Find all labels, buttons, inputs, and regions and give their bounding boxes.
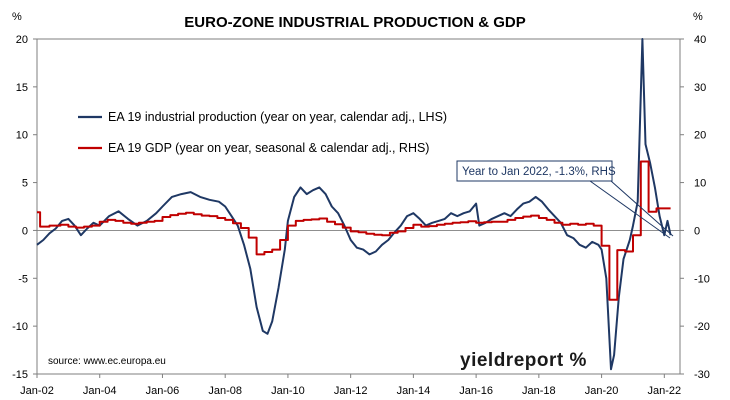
x-tick-label: Jan-20 bbox=[585, 385, 619, 397]
y-right-tick-label: 40 bbox=[694, 34, 706, 46]
plot-border bbox=[36, 38, 681, 375]
x-tick-label: Jan-14 bbox=[397, 385, 431, 397]
y-left-tick-label: 0 bbox=[22, 225, 28, 237]
x-tick-label: Jan-12 bbox=[334, 385, 368, 397]
source-note: source: www.ec.europa.eu bbox=[48, 356, 166, 367]
y-right-tick-label: -10 bbox=[694, 273, 710, 285]
x-tick-label: Jan-02 bbox=[20, 385, 54, 397]
y-left-ticks: -15 -10 -5 0 5 10 15 20 bbox=[12, 34, 37, 381]
x-tick-label: Jan-10 bbox=[271, 385, 305, 397]
annotation-leader-1 bbox=[610, 180, 674, 237]
annotation-box bbox=[456, 160, 613, 182]
y-right-tick-label: -30 bbox=[694, 369, 710, 381]
series-line-gdp bbox=[37, 160, 671, 301]
x-tick-label: Jan-18 bbox=[522, 385, 556, 397]
y-left-tick-label: -15 bbox=[12, 369, 28, 381]
y-right-ticks: -30 -20 -10 0 10 20 30 40 bbox=[680, 34, 710, 381]
x-tick-label: Jan-08 bbox=[208, 385, 242, 397]
y-left-tick-label: 10 bbox=[16, 130, 28, 142]
x-tick-label: Jan-04 bbox=[83, 385, 117, 397]
brand-text: yieldreport % bbox=[460, 350, 587, 371]
y-right-tick-label: 10 bbox=[694, 178, 706, 190]
annotation-text: Year to Jan 2022, -1.3%, RHS bbox=[462, 166, 616, 178]
y-right-tick-label: -20 bbox=[694, 321, 710, 333]
series-layer bbox=[36, 38, 672, 371]
y-right-tick-label: 30 bbox=[694, 82, 706, 94]
annotation-leader-2 bbox=[589, 180, 671, 239]
legend: EA 19 industrial production (year on yea… bbox=[78, 110, 447, 155]
y-left-tick-label: 15 bbox=[16, 82, 28, 94]
y-left-axis-label: % bbox=[12, 11, 22, 23]
x-tick-label: Jan-22 bbox=[647, 385, 681, 397]
brand-logo: yieldreport % bbox=[460, 350, 587, 371]
y-left-tick-label: 20 bbox=[16, 34, 28, 46]
legend-label-industrial-production: EA 19 industrial production (year on yea… bbox=[108, 110, 447, 124]
y-right-tick-label: 20 bbox=[694, 130, 706, 142]
x-tick-label: Jan-16 bbox=[459, 385, 493, 397]
chart-title: EURO-ZONE INDUSTRIAL PRODUCTION & GDP bbox=[184, 14, 525, 31]
x-tick-label: Jan-06 bbox=[146, 385, 180, 397]
y-left-tick-label: 5 bbox=[22, 178, 28, 190]
legend-label-gdp: EA 19 GDP (year on year, seasonal & cale… bbox=[108, 141, 429, 155]
series-line-industrial-production bbox=[36, 38, 672, 371]
y-right-axis-label: % bbox=[693, 11, 703, 23]
plot-frame bbox=[36, 38, 681, 375]
x-ticks: Jan-02 Jan-04 Jan-06 Jan-08 Jan-10 Jan-12 Jan-… bbox=[20, 374, 681, 397]
y-left-tick-label: -5 bbox=[18, 273, 28, 285]
y-left-tick-label: -10 bbox=[12, 321, 28, 333]
annotation-callout: Year to Jan 2022, -1.3%, RHS bbox=[456, 160, 674, 239]
y-right-tick-label: 0 bbox=[694, 225, 700, 237]
